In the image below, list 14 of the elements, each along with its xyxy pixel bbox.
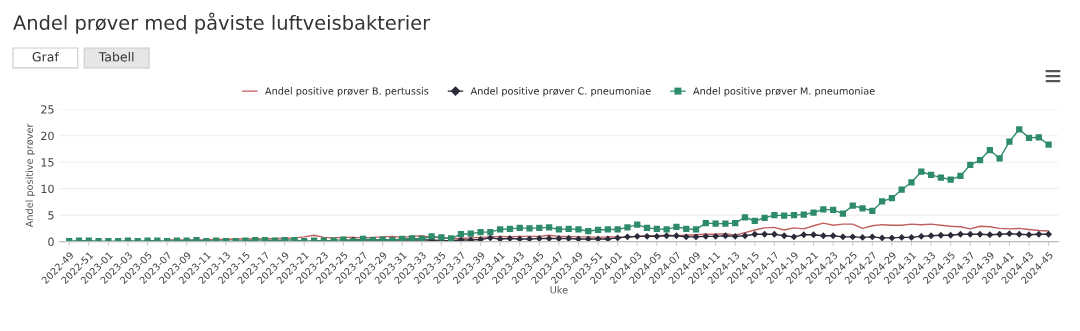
y-tick-label: 25 bbox=[41, 105, 54, 114]
y-tick-label: 20 bbox=[41, 131, 54, 141]
text: Tabell bbox=[98, 51, 134, 62]
legend-label: Andel positive prøver C. pneumoniae bbox=[470, 87, 651, 97]
legend-label: Andel positive prøver M. pneumoniae bbox=[693, 87, 875, 97]
y-tick-label: 5 bbox=[48, 211, 54, 220]
y-tick-label: 0 bbox=[48, 237, 54, 247]
y-tick-label: 15 bbox=[41, 158, 54, 167]
chart-title: Andel prøver med påviste luftveisbakterier bbox=[13, 12, 431, 34]
y-axis-title: Andel positive prøver bbox=[25, 123, 35, 228]
legend-label: Andel positive prøver B. pertussis bbox=[265, 87, 429, 97]
y-tick-label: 10 bbox=[41, 184, 54, 194]
text: Graf bbox=[32, 51, 60, 62]
x-axis-title: Uke bbox=[550, 286, 568, 294]
